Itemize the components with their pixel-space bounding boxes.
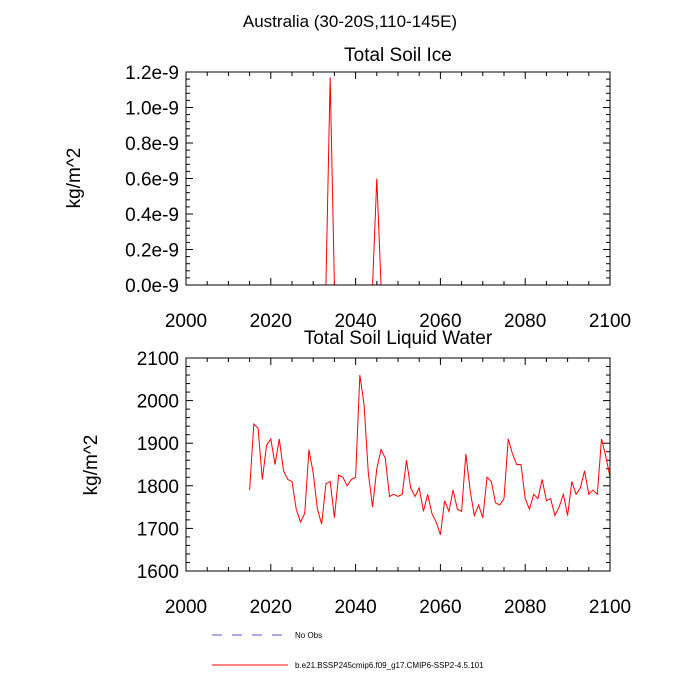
y-tick-label: 0.4e-9: [125, 205, 179, 226]
panel-title-soil-ice: Total Soil Ice: [344, 45, 452, 66]
x-tick-label: 2020: [250, 597, 292, 618]
y-tick-label: 2100: [137, 349, 179, 370]
x-tick-label: 2020: [250, 311, 292, 332]
x-tick-label: 2000: [165, 311, 207, 332]
y-tick-label: 0.2e-9: [125, 241, 179, 262]
x-tick-label: 2100: [589, 597, 631, 618]
y-tick-label: 0.8e-9: [125, 134, 179, 155]
x-tick-label: 2060: [419, 311, 461, 332]
series-line: [249, 374, 611, 535]
y-axis-label-soil-liquid-water: kg/m^2: [81, 435, 102, 496]
x-tick-label: 2040: [334, 311, 376, 332]
figure-title: Australia (30-20S,110-145E): [242, 12, 458, 31]
legend-label-no-obs: No Obs: [295, 631, 322, 640]
panel-title-soil-liquid-water: Total Soil Liquid Water: [304, 328, 493, 349]
y-tick-label: 1.2e-9: [125, 63, 179, 84]
panel-total-soil-ice: Total Soil Ice kg/m^2 2000 2020 2040 2060 20…: [64, 45, 631, 332]
y-tick-label: 0.6e-9: [125, 170, 179, 191]
x-tick-label: 2000: [165, 597, 207, 618]
y-axis-label-soil-ice: kg/m^2: [64, 148, 85, 209]
y-tick-label: 0.0e-9: [125, 276, 179, 297]
y-tick-label: 1700: [137, 519, 179, 540]
legend: No Obs b.e21.BSSP245cmip6.f09_g17.CMIP6-…: [212, 631, 484, 670]
y-tick-label: 2000: [137, 392, 179, 413]
plot-frame-soil-liquid-water: [185, 357, 611, 572]
x-tick-label: 2100: [589, 311, 631, 332]
y-tick-label: 1600: [137, 562, 179, 583]
x-tick-label: 2060: [419, 597, 461, 618]
series-line: [249, 77, 610, 286]
plot-frame-soil-ice: [185, 71, 611, 286]
x-tick-label: 2080: [504, 597, 546, 618]
x-tick-label: 2040: [334, 597, 376, 618]
panel-total-soil-liquid-water: Total Soil Liquid Water kg/m^2 2000 2020 2…: [81, 328, 631, 618]
x-tick-label: 2080: [504, 311, 546, 332]
y-tick-label: 1900: [137, 434, 179, 455]
legend-label-model: b.e21.BSSP245cmip6.f09_g17.CMIP6-SSP2-4.…: [295, 661, 484, 670]
y-tick-label: 1800: [137, 477, 179, 498]
y-tick-label: 1.0e-9: [125, 99, 179, 120]
